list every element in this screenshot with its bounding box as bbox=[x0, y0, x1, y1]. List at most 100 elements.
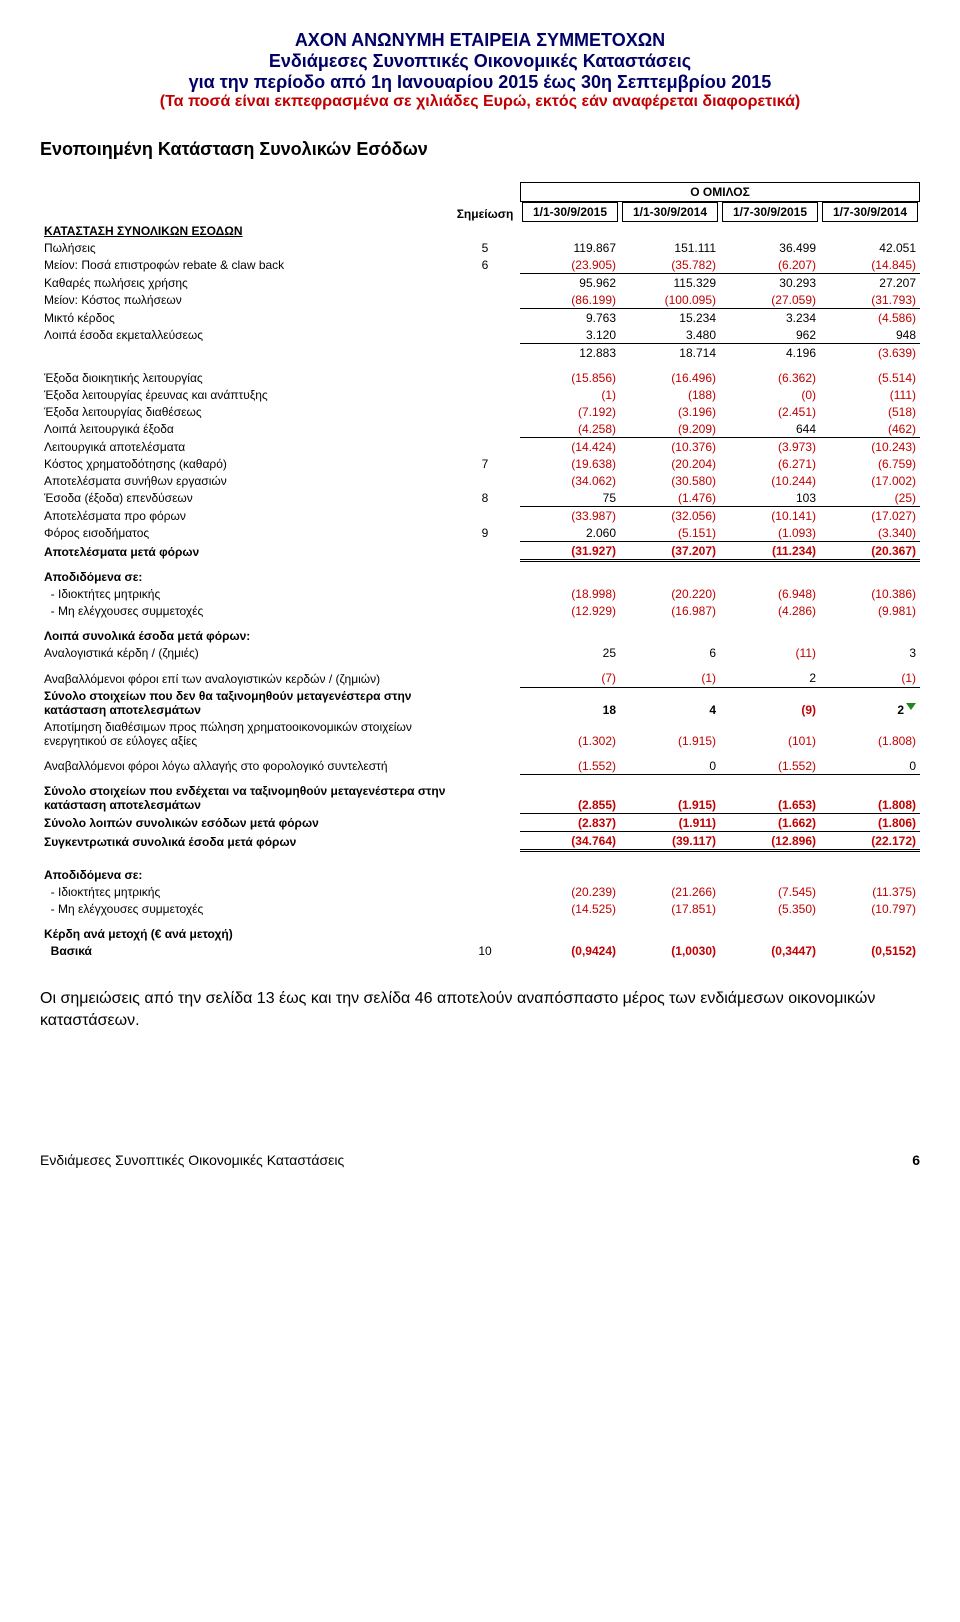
row-value: (5.350) bbox=[720, 901, 820, 918]
row-value: (34.764) bbox=[520, 832, 620, 851]
row-value: (9) bbox=[720, 687, 820, 718]
row-value: (22.172) bbox=[820, 832, 920, 851]
row-note bbox=[450, 718, 520, 749]
page-footer: Ενδιάμεσες Συνοπτικές Οικονομικές Καταστ… bbox=[40, 1152, 920, 1168]
row-value: (188) bbox=[620, 386, 720, 403]
row-value: (35.782) bbox=[620, 256, 720, 274]
row-note bbox=[450, 867, 520, 884]
row-value: 9.763 bbox=[520, 309, 620, 327]
table-row: Λοιπά συνολικά έσοδα μετά φόρων: bbox=[40, 628, 920, 645]
row-note bbox=[450, 628, 520, 645]
row-value: (100.095) bbox=[620, 291, 720, 309]
row-value: (3.196) bbox=[620, 403, 720, 420]
row-value: (16.987) bbox=[620, 603, 720, 620]
row-value bbox=[820, 926, 920, 943]
row-value: 115.329 bbox=[620, 274, 720, 292]
row-value: (15.856) bbox=[520, 369, 620, 386]
row-value: (86.199) bbox=[520, 291, 620, 309]
row-value: 4 bbox=[620, 687, 720, 718]
row-value: (25) bbox=[820, 489, 920, 507]
row-value bbox=[720, 867, 820, 884]
row-value: 3.480 bbox=[620, 326, 720, 344]
table-row: Μείον: Κόστος πωλήσεων(86.199)(100.095)(… bbox=[40, 291, 920, 309]
row-value: (1.653) bbox=[720, 783, 820, 814]
table-row: Σύνολο λοιπών συνολικών εσόδων μετά φόρω… bbox=[40, 814, 920, 832]
row-value: 4.196 bbox=[720, 344, 820, 362]
row-value: (4.586) bbox=[820, 309, 920, 327]
table-row bbox=[40, 918, 920, 926]
row-value: (2.837) bbox=[520, 814, 620, 832]
row-value: (6.362) bbox=[720, 369, 820, 386]
row-value: (1.476) bbox=[620, 489, 720, 507]
row-value: (9.981) bbox=[820, 603, 920, 620]
table-row: Αποτελέσματα συνήθων εργασιών(34.062)(30… bbox=[40, 472, 920, 489]
row-label: Έξοδα λειτουργίας έρευνας και ανάπτυξης bbox=[40, 386, 450, 403]
table-row bbox=[40, 561, 920, 569]
periods-row: Σημείωση 1/1-30/9/2015 1/1-30/9/2014 1/7… bbox=[40, 202, 920, 222]
row-value: 30.293 bbox=[720, 274, 820, 292]
table-row: Κέρδη ανά μετοχή (€ ανά μετοχή) bbox=[40, 926, 920, 943]
row-value: (17.002) bbox=[820, 472, 920, 489]
row-value: (3.340) bbox=[820, 524, 920, 542]
row-note bbox=[450, 645, 520, 662]
row-value: (2.855) bbox=[520, 783, 620, 814]
row-value bbox=[620, 569, 720, 586]
row-value: (10.243) bbox=[820, 438, 920, 456]
row-label: Αποτίμηση διαθέσιμων προς πώληση χρηματο… bbox=[40, 718, 450, 749]
row-value bbox=[620, 867, 720, 884]
table-row bbox=[40, 851, 920, 867]
row-value: (0,5152) bbox=[820, 943, 920, 960]
row-value: 36.499 bbox=[720, 239, 820, 256]
row-note bbox=[450, 569, 520, 586]
row-value: (7.545) bbox=[720, 884, 820, 901]
row-note bbox=[450, 670, 520, 688]
section-title: Ενοποιημένη Κατάσταση Συνολικών Εσόδων bbox=[40, 139, 920, 160]
row-value: (14.424) bbox=[520, 438, 620, 456]
note-header: Σημείωση bbox=[450, 202, 520, 222]
table-row: Κόστος χρηματοδότησης (καθαρό)7(19.638)(… bbox=[40, 455, 920, 472]
table-row: Έξοδα λειτουργίας έρευνας και ανάπτυξης (… bbox=[40, 386, 920, 403]
row-label: Φόρος εισοδήματος bbox=[40, 524, 450, 542]
row-value: (17.851) bbox=[620, 901, 720, 918]
row-value: 644 bbox=[720, 420, 820, 438]
row-value: 15.234 bbox=[620, 309, 720, 327]
row-value: (0,3447) bbox=[720, 943, 820, 960]
table-row: Αναβαλλόμενοι φόροι λόγω αλλαγής στο φορ… bbox=[40, 757, 920, 775]
table-row: Μείον: Ποσά επιστροφών rebate & claw bac… bbox=[40, 256, 920, 274]
footer-page: 6 bbox=[912, 1152, 920, 1168]
row-value: (1.552) bbox=[720, 757, 820, 775]
row-value bbox=[720, 628, 820, 645]
row-note: 6 bbox=[450, 256, 520, 274]
row-value: 95.962 bbox=[520, 274, 620, 292]
row-value: (1.093) bbox=[720, 524, 820, 542]
row-label: Καθαρές πωλήσεις χρήσης bbox=[40, 274, 450, 292]
row-note bbox=[450, 901, 520, 918]
row-value: (1) bbox=[820, 670, 920, 688]
row-value: (12.896) bbox=[720, 832, 820, 851]
row-value: (32.056) bbox=[620, 507, 720, 525]
header-line-1: ΑΧΟΝ ΑΝΩΝΥΜΗ ΕΤΑΙΡΕΙΑ ΣΥΜΜΕΤΟΧΩΝ bbox=[40, 30, 920, 51]
row-value: (1.808) bbox=[820, 718, 920, 749]
table-row: Αποτίμηση διαθέσιμων προς πώληση χρηματο… bbox=[40, 718, 920, 749]
row-value: 962 bbox=[720, 326, 820, 344]
period-4: 1/7-30/9/2014 bbox=[822, 202, 918, 222]
row-value: 75 bbox=[520, 489, 620, 507]
row-label: Αναβαλλόμενοι φόροι λόγω αλλαγής στο φορ… bbox=[40, 757, 450, 775]
row-value: 25 bbox=[520, 645, 620, 662]
row-label: Αποτελέσματα μετά φόρων bbox=[40, 542, 450, 561]
table-row: Έσοδα (έξοδα) επενδύσεων875(1.476)103(25… bbox=[40, 489, 920, 507]
row-value: (4.286) bbox=[720, 603, 820, 620]
row-value: (7.192) bbox=[520, 403, 620, 420]
table-row: - Ιδιοκτήτες μητρικής(20.239)(21.266)(7.… bbox=[40, 884, 920, 901]
row-note: 9 bbox=[450, 524, 520, 542]
row-label: Αποδιδόμενα σε: bbox=[40, 569, 450, 586]
row-value: 948 bbox=[820, 326, 920, 344]
group-label: Ο ΟΜΙΛΟΣ bbox=[520, 182, 920, 202]
row-value bbox=[520, 926, 620, 943]
row-value: (9.209) bbox=[620, 420, 720, 438]
row-value bbox=[820, 628, 920, 645]
footnote: Οι σημειώσεις από την σελίδα 13 έως και … bbox=[40, 988, 920, 1033]
row-label: Σύνολο στοιχείων που δεν θα ταξινομηθούν… bbox=[40, 687, 450, 718]
row-note bbox=[450, 832, 520, 851]
row-label: Έσοδα (έξοδα) επενδύσεων bbox=[40, 489, 450, 507]
